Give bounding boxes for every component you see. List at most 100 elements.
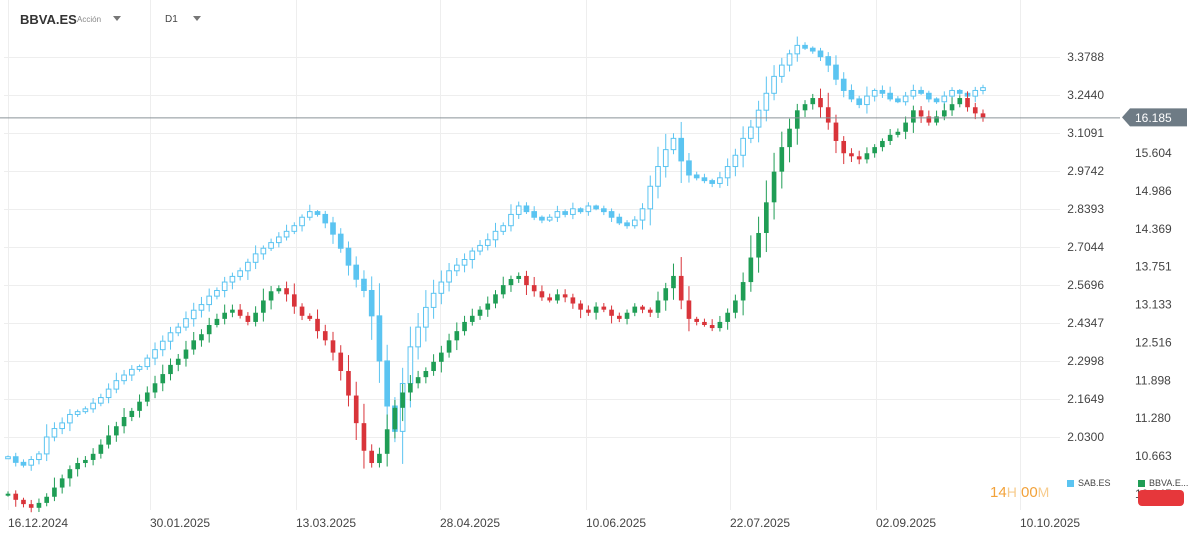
symbol-label[interactable]: BBVA.ES <box>20 12 77 27</box>
candle <box>570 202 576 220</box>
candle <box>531 276 537 297</box>
candle <box>980 109 986 122</box>
alert-badge[interactable] <box>1138 490 1184 506</box>
candle <box>872 144 877 158</box>
candle <box>361 403 367 469</box>
candle <box>887 128 893 145</box>
candle <box>430 279 437 319</box>
candle <box>315 309 320 339</box>
candle <box>778 57 785 83</box>
candle <box>547 293 552 303</box>
candle <box>152 375 158 399</box>
candle <box>299 214 305 232</box>
candle <box>28 499 34 513</box>
candle <box>647 307 653 317</box>
y-right-tick-label: 14.986 <box>1135 184 1172 198</box>
candle <box>237 304 243 319</box>
candle <box>616 213 623 226</box>
candle <box>330 216 336 244</box>
candle <box>137 394 142 418</box>
legend-item-bbva[interactable]: BBVA.E... <box>1138 478 1188 488</box>
candle <box>818 88 823 119</box>
candle <box>43 424 50 462</box>
candle <box>253 306 258 327</box>
candle <box>175 322 182 337</box>
candle <box>802 42 808 50</box>
x-tick-label: 30.01.2025 <box>150 516 210 530</box>
symbol-dropdown-chevron-icon[interactable] <box>113 16 121 21</box>
candle <box>849 148 854 163</box>
candle <box>377 447 382 468</box>
candle <box>59 474 65 494</box>
candle <box>446 262 452 292</box>
candle <box>276 285 282 294</box>
candle <box>431 354 436 376</box>
current-price-tag: 16.185 <box>1135 111 1172 125</box>
candle <box>911 105 916 133</box>
candle <box>322 210 329 229</box>
candle <box>75 457 80 477</box>
timeframe-dropdown-chevron-icon[interactable] <box>193 16 201 21</box>
candle <box>585 202 592 216</box>
candle <box>655 291 661 318</box>
legend-label-sab: SAB.ES <box>1078 478 1111 488</box>
candle <box>523 202 530 215</box>
candle <box>20 459 27 468</box>
candle <box>461 253 468 273</box>
candle <box>748 119 754 144</box>
candle <box>113 372 120 394</box>
candle <box>105 383 112 404</box>
candle <box>144 354 151 370</box>
y-right-tick-label: 11.898 <box>1135 373 1171 387</box>
candle <box>578 300 583 319</box>
candle <box>191 331 197 355</box>
candle <box>299 303 305 321</box>
candle <box>252 245 259 270</box>
candle <box>957 95 963 108</box>
legend-swatch-sab <box>1067 479 1074 487</box>
candle <box>972 102 978 120</box>
candle <box>121 369 127 385</box>
candle <box>902 91 909 106</box>
candle <box>779 131 785 189</box>
candle <box>13 490 19 507</box>
candle <box>67 409 73 432</box>
countdown-hours: 14 <box>990 484 1007 501</box>
y-right-tick-label: 12.516 <box>1135 335 1172 349</box>
y-right-tick-label: 15.604 <box>1135 146 1172 160</box>
legend-swatch-bbva <box>1138 479 1145 487</box>
candle <box>570 293 576 309</box>
candle <box>771 152 777 220</box>
candle <box>903 116 908 140</box>
candle <box>477 240 483 256</box>
candle <box>361 270 367 298</box>
candle <box>260 245 267 260</box>
candle <box>346 355 351 407</box>
candle <box>539 215 545 224</box>
candle <box>725 308 730 330</box>
candle <box>415 370 421 389</box>
candle <box>98 439 104 459</box>
candle <box>856 95 863 109</box>
candle <box>631 216 638 229</box>
candle <box>794 36 801 62</box>
candle <box>632 303 638 317</box>
legend-item-sab[interactable]: SAB.ES <box>1067 478 1111 488</box>
candle <box>825 92 831 130</box>
candle <box>98 393 104 407</box>
candle <box>222 304 227 325</box>
candle <box>276 232 282 248</box>
candle <box>871 88 878 102</box>
candle <box>114 421 119 442</box>
candle <box>245 312 251 326</box>
candle <box>655 146 661 199</box>
axes: 3.3788 3.2440 3.1091 2.9742 2.8393 2.7044 2.56… <box>8 50 1172 530</box>
candle <box>686 153 692 183</box>
grid <box>4 0 1060 510</box>
candle <box>624 220 630 229</box>
candle <box>230 304 235 318</box>
candle <box>694 316 700 326</box>
timeframe-label[interactable]: D1 <box>165 14 178 25</box>
candle <box>493 290 498 309</box>
